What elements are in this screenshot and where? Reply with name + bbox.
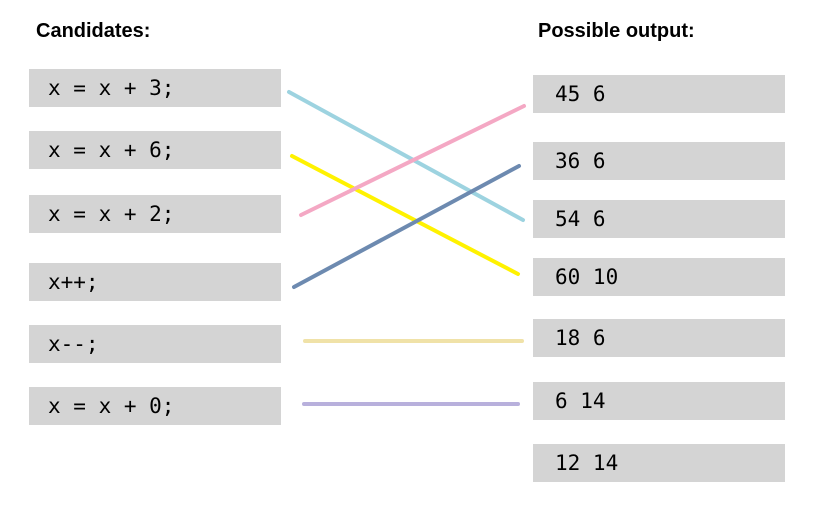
- connection-line: [287, 90, 525, 222]
- output-box[interactable]: 45 6: [533, 75, 785, 113]
- output-box[interactable]: 60 10: [533, 258, 785, 296]
- candidate-box[interactable]: x = x + 3;: [29, 69, 281, 107]
- output-box[interactable]: 6 14: [533, 382, 785, 420]
- connection-line: [299, 104, 526, 217]
- outputs-heading: Possible output:: [538, 20, 695, 42]
- output-box[interactable]: 54 6: [533, 200, 785, 238]
- candidate-box[interactable]: x = x + 0;: [29, 387, 281, 425]
- candidate-box[interactable]: x = x + 6;: [29, 131, 281, 169]
- output-box[interactable]: 12 14: [533, 444, 785, 482]
- output-box[interactable]: 36 6: [533, 142, 785, 180]
- output-box[interactable]: 18 6: [533, 319, 785, 357]
- connection-line: [292, 164, 521, 289]
- connection-line: [290, 154, 520, 276]
- candidate-box[interactable]: x++;: [29, 263, 281, 301]
- candidates-heading: Candidates:: [36, 20, 151, 42]
- candidate-box[interactable]: x--;: [29, 325, 281, 363]
- candidate-box[interactable]: x = x + 2;: [29, 195, 281, 233]
